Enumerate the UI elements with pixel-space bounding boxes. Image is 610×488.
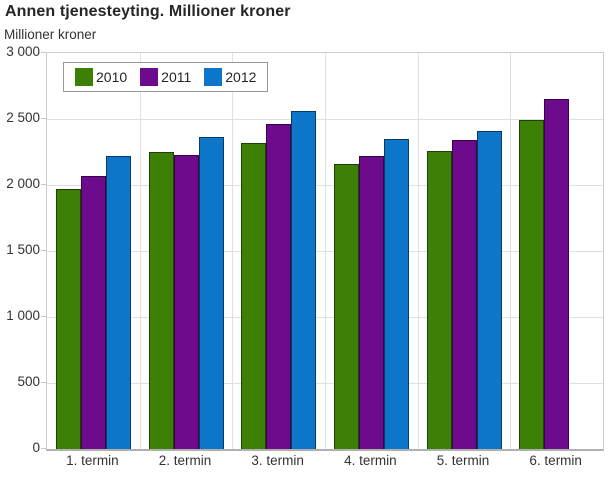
y-tick-mark [41,448,46,449]
legend-item-2010[interactable]: 2010 [75,68,127,86]
y-tick-label: 2 500 [6,110,40,125]
x-tick-label: 6. termin [529,453,582,468]
x-axis: 1. termin 2. termin 3. termin 4. termin 5. t… [46,453,602,468]
bar-2010-6-termin[interactable] [519,120,545,449]
bar-2011-5-termin[interactable] [451,140,477,449]
x-tick-label: 4. termin [344,453,397,468]
y-tick-mark [41,382,46,383]
y-tick-label: 0 [32,440,40,455]
bar-2012-2-termin[interactable] [198,137,224,449]
legend-swatch-2011 [140,68,159,86]
legend-swatch-2012 [204,68,223,86]
y-axis-unit-label: Millioner kroner [4,27,97,42]
vertical-gridline [325,53,326,449]
bar-2010-3-termin[interactable] [241,142,267,449]
y-tick-label: 2 000 [6,176,40,191]
x-tick-label: 3. termin [251,453,304,468]
plot-area [46,52,604,451]
y-tick-label: 3 000 [6,44,40,59]
bar-2012-5-termin[interactable] [476,130,502,449]
bar-2010-1-termin[interactable] [55,188,81,449]
legend-item-2011[interactable]: 2011 [140,68,191,86]
legend-label: 2012 [225,69,257,85]
bar-2012-4-termin[interactable] [383,138,409,449]
vertical-gridline [417,53,419,449]
bar-2011-1-termin[interactable] [80,175,106,449]
y-tick-mark [41,118,46,119]
y-tick-label: 500 [17,374,40,389]
y-tick-label: 1 000 [6,308,40,323]
bar-2010-5-termin[interactable] [426,150,452,449]
bar-2011-4-termin[interactable] [358,155,384,449]
legend-swatch-2010 [75,68,93,86]
legend-label: 2010 [96,69,128,85]
bar-2011-2-termin[interactable] [173,154,199,449]
legend: 2010 2011 2012 [63,62,269,92]
x-tick-label: 1. termin [66,453,119,468]
vertical-gridline [139,53,141,449]
bar-2011-3-termin[interactable] [266,124,292,449]
x-tick-label: 5. termin [436,453,490,468]
vertical-gridline [510,53,512,449]
legend-item-2012[interactable]: 2012 [204,68,256,86]
x-tick-label: 2. termin [158,453,212,468]
bar-2010-2-termin[interactable] [148,152,174,449]
bar-2012-3-termin[interactable] [291,111,317,449]
y-tick-label: 1 500 [6,242,40,257]
bar-2012-1-termin[interactable] [105,155,131,449]
y-tick-mark [41,52,46,53]
chart-title: Annen tjenesteyting. Millioner kroner [5,3,291,20]
vertical-gridline [232,53,234,449]
bar-2010-4-termin[interactable] [333,163,359,449]
y-tick-mark [41,250,46,251]
y-tick-mark [41,184,46,185]
y-tick-mark [41,316,46,317]
bar-2011-6-termin[interactable] [544,99,570,449]
legend-label: 2011 [161,69,192,85]
